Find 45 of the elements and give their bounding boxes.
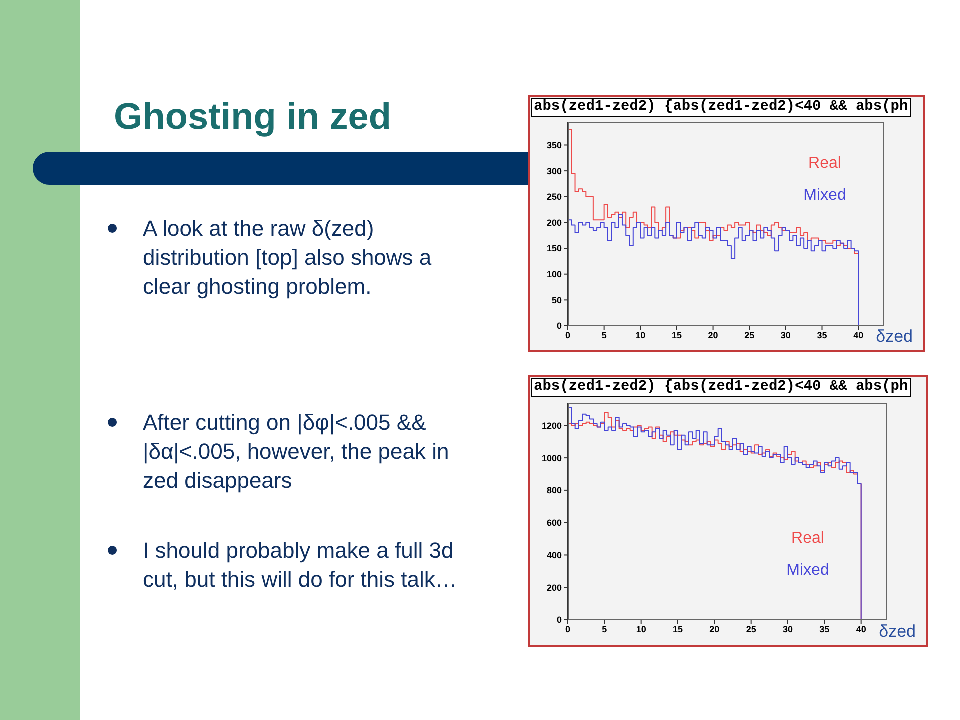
y-tick-label: 800: [546, 486, 562, 496]
text: A look at the raw δ(zed) distribution [top] also shows a clear ghosting problem.: [143, 216, 432, 299]
x-tick-label: 0: [565, 330, 571, 340]
x-tick-label: 15: [672, 330, 682, 340]
x-tick-label: 30: [780, 330, 791, 340]
x-tick-label: 40: [856, 624, 866, 634]
x-tick-label: 0: [565, 624, 571, 634]
y-tick-label: 250: [546, 192, 562, 202]
series-label: Mixed: [786, 561, 830, 581]
text: Real: [808, 154, 842, 174]
x-tick-label: 25: [744, 330, 755, 340]
x-axis-title: δzed: [876, 327, 913, 347]
y-tick-label: 0: [556, 615, 562, 626]
y-tick-label: 150: [546, 244, 562, 254]
y-tick-label: 400: [546, 550, 562, 560]
x-tick-label: 20: [708, 330, 718, 340]
y-tick-label: 100: [546, 270, 562, 280]
x-tick-label: 15: [672, 624, 684, 634]
text: After cutting on |δφ|<.005 && |δα|<.005, however, the peak in zed disappears: [143, 410, 450, 493]
x-axis-title: δzed: [879, 622, 916, 642]
y-tick-label: 1200: [542, 420, 562, 431]
chart-title: abs(zed1-zed2) {abs(zed1-zed2)<40 && abs(ph: [531, 378, 912, 397]
x-tick-label: 35: [820, 624, 830, 634]
x-tick-label: 10: [636, 624, 646, 634]
y-tick-label: 50: [552, 295, 562, 306]
x-tick-label: 25: [746, 624, 756, 634]
y-tick-label: 600: [546, 518, 562, 528]
y-tick-label: 200: [546, 218, 562, 228]
series-label: Mixed: [802, 186, 848, 206]
x-tick-label: 20: [710, 624, 720, 634]
text: I should probably make a full 3d cut, but this will do for this talk…: [143, 538, 458, 592]
y-tick-label: 0: [556, 321, 562, 332]
x-tick-label: 40: [854, 330, 864, 340]
x-tick-label: 35: [817, 330, 828, 340]
y-tick-label: 300: [546, 166, 562, 176]
y-tick-label: 1000: [542, 453, 562, 464]
chart-title: abs(zed1-zed2) {abs(zed1-zed2)<40 && abs(ph: [531, 98, 912, 117]
y-tick-label: 200: [546, 582, 562, 593]
text: Ghosting in zed: [114, 96, 392, 138]
text: Real: [790, 529, 826, 549]
x-tick-label: 5: [602, 330, 607, 340]
x-tick-label: 30: [782, 624, 794, 634]
x-tick-label: 5: [602, 624, 608, 634]
y-tick-label: 350: [546, 140, 562, 150]
x-tick-label: 10: [636, 330, 646, 340]
